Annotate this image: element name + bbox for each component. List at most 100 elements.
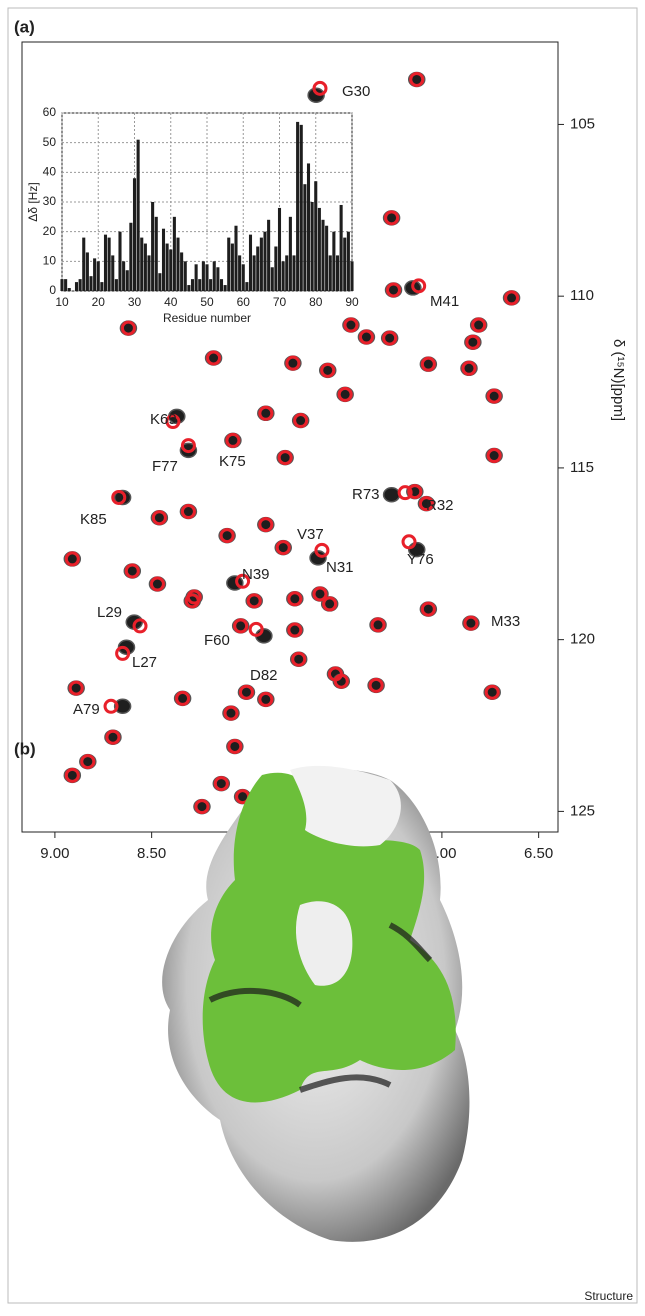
bar: [184, 261, 187, 291]
peak-label: M41: [430, 293, 459, 310]
bar: [202, 261, 205, 291]
bar: [347, 232, 350, 291]
bar: [111, 255, 114, 291]
bar: [86, 252, 89, 291]
peak-label: R73: [352, 486, 380, 503]
protein-surface: [162, 766, 469, 1242]
bar: [151, 202, 154, 291]
peak-label: K75: [219, 453, 246, 470]
bar: [300, 125, 303, 291]
x-tick-label: 70: [273, 295, 287, 309]
bar: [267, 220, 270, 291]
peak-label: L29: [97, 604, 122, 621]
bar: [278, 208, 281, 291]
bar: [289, 217, 292, 291]
bar: [256, 247, 259, 292]
bar: [234, 226, 237, 291]
bar: [155, 217, 158, 291]
bar: [227, 238, 230, 291]
bar: [238, 255, 241, 291]
bar: [350, 261, 353, 291]
x-tick-label: 10: [55, 295, 69, 309]
panel-label: (b): [14, 739, 36, 758]
bar: [253, 255, 256, 291]
peak-label: V37: [297, 526, 324, 543]
figure: (a) 9.008.508.007.507.006.50105110115120…: [0, 0, 645, 1311]
y-tick-label: 40: [43, 165, 57, 179]
peak-label: R32: [426, 497, 454, 514]
bar: [162, 229, 165, 291]
bar: [321, 220, 324, 291]
x-tick-label: 80: [309, 295, 323, 309]
peak: [384, 488, 400, 502]
bar: [93, 258, 96, 291]
bar: [336, 255, 339, 291]
bar: [245, 282, 248, 291]
peak-label: A79: [73, 701, 100, 718]
bar: [75, 282, 78, 291]
bar: [144, 244, 147, 291]
peak-label: D82: [250, 667, 278, 684]
bar: [89, 276, 92, 291]
peak-label: Y76: [407, 551, 434, 568]
bar: [292, 255, 295, 291]
bar: [147, 255, 150, 291]
bar: [108, 238, 111, 291]
source-credit: Structure: [584, 1289, 633, 1303]
bar: [118, 232, 121, 291]
bar: [82, 238, 85, 291]
bar: [263, 232, 266, 291]
peak-label: K69: [150, 411, 177, 428]
x-tick-label: 20: [92, 295, 106, 309]
y-axis-label: δ (¹⁵N)[ppm]: [610, 339, 627, 421]
bar: [79, 279, 82, 291]
x-tick-label: 60: [237, 295, 251, 309]
bar: [195, 264, 198, 291]
bar: [325, 226, 328, 291]
bar: [126, 270, 129, 291]
bar: [271, 267, 274, 291]
peak: [403, 536, 415, 548]
bar: [180, 252, 183, 291]
bar: [318, 208, 321, 291]
y-tick-label: 110: [570, 287, 594, 304]
bar: [122, 261, 125, 291]
x-tick-label: 30: [128, 295, 142, 309]
bar: [133, 178, 136, 291]
bar: [314, 181, 317, 291]
bar: [205, 264, 208, 291]
bar: [329, 255, 332, 291]
y-tick-label: 125: [570, 802, 595, 819]
panel-label: (a): [14, 17, 35, 36]
bar: [187, 285, 190, 291]
peak-label: N31: [326, 559, 354, 576]
bar: [260, 238, 263, 291]
bar: [60, 279, 63, 291]
bar: [158, 273, 161, 291]
bar: [340, 205, 343, 291]
bar: [129, 223, 132, 291]
x-tick-label: 8.50: [137, 845, 166, 862]
bar: [97, 261, 100, 291]
peak-label: M33: [491, 613, 520, 630]
bar: [191, 279, 194, 291]
y-tick-label: 30: [43, 194, 57, 208]
bar: [68, 288, 71, 291]
bar: [231, 244, 234, 291]
bar: [303, 184, 306, 291]
peak-label: G30: [342, 83, 370, 100]
peak-label: K85: [80, 511, 107, 528]
bar: [140, 238, 143, 291]
bar: [176, 238, 179, 291]
peak-label: F77: [152, 458, 178, 475]
y-tick-label: 10: [43, 254, 57, 268]
bar: [220, 279, 223, 291]
bar: [296, 122, 299, 291]
x-tick-label: 90: [345, 295, 359, 309]
bar: [166, 244, 169, 291]
x-tick-label: 9.00: [40, 845, 69, 862]
bar: [198, 279, 201, 291]
bar: [216, 267, 219, 291]
bar: [169, 249, 172, 291]
peak-label: F60: [204, 632, 230, 649]
